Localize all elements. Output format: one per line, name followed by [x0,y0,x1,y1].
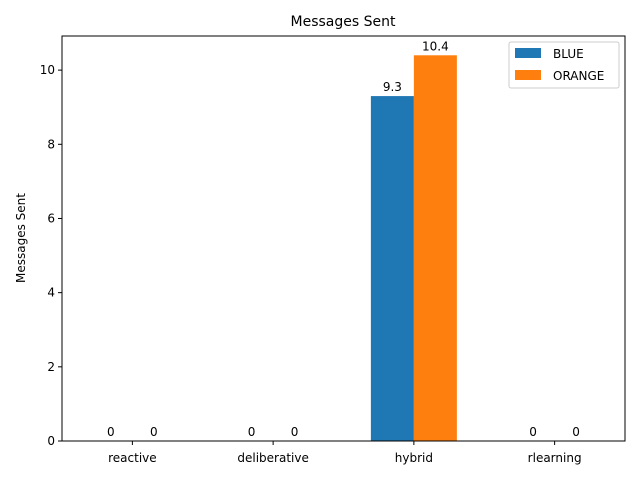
bar-label-orange-reactive: 0 [150,425,158,439]
y-tick-label-10: 10 [40,63,55,77]
bar-blue-hybrid [370,96,414,441]
chart-title: Messages Sent [291,14,396,30]
legend-swatch-orange [515,70,541,80]
y-tick-label-2: 2 [47,360,55,374]
legend-label-orange: ORANGE [553,69,604,83]
bar-label-blue-deliberative: 0 [248,425,256,439]
x-tick-label-reactive: reactive [108,451,157,465]
plot-area: 0 0 9.3 0 0 0 10.4 0 reactive deliberative hybrid r… [40,39,582,465]
y-tick-label-0: 0 [47,434,55,448]
x-tick-label-hybrid: hybrid [395,451,433,465]
bar-label-blue-rlearning: 0 [529,425,537,439]
legend: BLUE ORANGE [508,41,620,89]
bar-label-blue-reactive: 0 [107,425,115,439]
legend-swatch-blue [515,48,541,58]
bar-label-orange-hybrid: 10.4 [422,39,449,53]
y-tick-label-4: 4 [47,286,55,300]
y-tick-label-6: 6 [47,211,55,225]
bar-label-orange-rlearning: 0 [572,425,580,439]
y-tick-label-8: 8 [47,137,55,151]
bar-orange-hybrid [413,55,457,442]
x-tick-label-rlearning: rlearning [528,451,582,465]
x-tick-label-deliberative: deliberative [237,451,308,465]
bar-label-blue-hybrid: 9.3 [383,80,402,94]
plot-frame [61,35,626,442]
bar-label-orange-deliberative: 0 [291,425,299,439]
y-axis-label: Messages Sent [14,193,28,283]
legend-label-blue: BLUE [553,47,584,61]
